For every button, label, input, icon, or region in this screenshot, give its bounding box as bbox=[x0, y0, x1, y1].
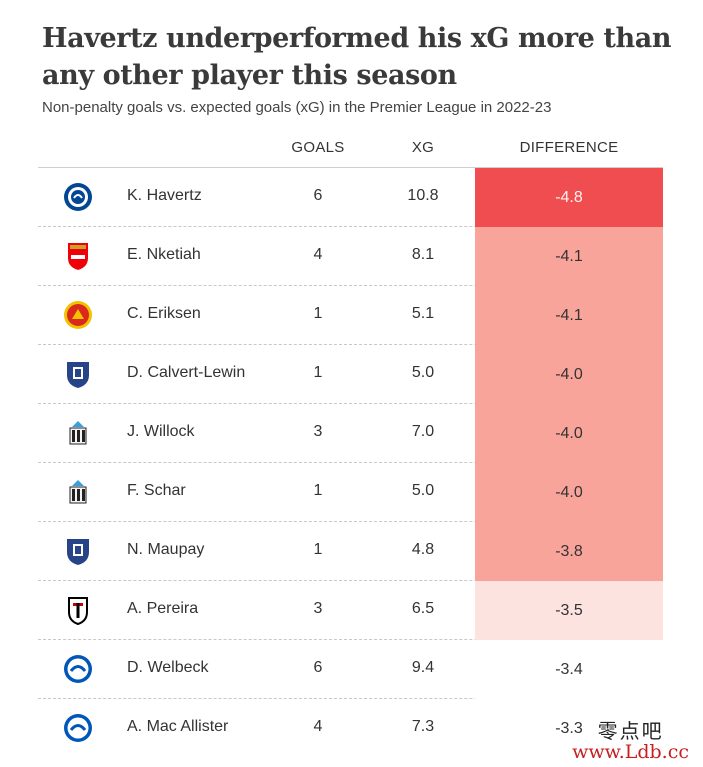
watermark-top: 零点吧 bbox=[597, 719, 664, 744]
difference-value: -4.0 bbox=[555, 365, 583, 383]
player-name: J. Willock bbox=[127, 423, 195, 440]
difference-cell: -3.5 bbox=[475, 581, 663, 640]
table-row: J. Willock 3 7.0 -4.0 bbox=[38, 404, 663, 463]
xg-value: 5.1 bbox=[411, 305, 435, 322]
table-row: A. Mac Allister 4 7.3 -3.3 bbox=[38, 699, 663, 758]
difference-cell: -4.0 bbox=[475, 463, 663, 522]
table-row: F. Schar 1 5.0 -4.0 bbox=[38, 463, 663, 522]
goals-value: 1 bbox=[313, 364, 323, 381]
goals-value: 1 bbox=[313, 305, 323, 322]
brighton-crest-icon bbox=[64, 714, 92, 742]
arsenal-crest-icon bbox=[68, 243, 88, 270]
difference-cell: -3.3 bbox=[475, 699, 663, 758]
table-row: D. Calvert-Lewin 1 5.0 -4.0 bbox=[38, 345, 663, 404]
goals-value: 4 bbox=[313, 718, 323, 735]
difference-cell: -4.0 bbox=[475, 404, 663, 463]
goals-value: 4 bbox=[313, 246, 323, 263]
goals-value: 6 bbox=[313, 659, 323, 676]
chart-subtitle: Non-penalty goals vs. expected goals (xG… bbox=[42, 99, 552, 116]
chart-title: Havertz underperformed his xG more than … bbox=[42, 23, 672, 91]
difference-cell: -4.0 bbox=[475, 345, 663, 404]
everton-crest-icon bbox=[67, 362, 89, 388]
difference-value: -4.0 bbox=[555, 424, 583, 442]
player-name: C. Eriksen bbox=[127, 305, 201, 322]
everton-crest-icon bbox=[67, 539, 89, 565]
player-name: F. Schar bbox=[127, 482, 186, 499]
table-row: D. Welbeck 6 9.4 -3.4 bbox=[38, 640, 663, 699]
xg-value: 7.3 bbox=[411, 718, 435, 735]
xg-value: 8.1 bbox=[411, 246, 435, 263]
difference-value: -3.8 bbox=[555, 542, 583, 560]
player-name: D. Calvert-Lewin bbox=[127, 364, 246, 381]
fulham-crest-icon bbox=[68, 597, 88, 626]
difference-cell: -3.8 bbox=[475, 522, 663, 581]
header-xg: XG bbox=[411, 139, 435, 156]
table-row: C. Eriksen 1 5.1 -4.1 bbox=[38, 286, 663, 345]
player-name: A. Pereira bbox=[127, 600, 199, 617]
xg-value: 6.5 bbox=[411, 600, 435, 617]
table-row: K. Havertz 6 10.8 -4.8 bbox=[38, 168, 663, 227]
table-row: E. Nketiah 4 8.1 -4.1 bbox=[38, 227, 663, 286]
difference-value: -3.4 bbox=[555, 660, 583, 678]
difference-cell: -4.1 bbox=[475, 286, 663, 345]
table-row: A. Pereira 3 6.5 -3.5 bbox=[38, 581, 663, 640]
difference-value: -4.1 bbox=[555, 306, 583, 324]
table-body: K. Havertz 6 10.8 -4.8 E. Nketiah 4 8.1 -4.1 C. … bbox=[38, 168, 663, 758]
goals-value: 3 bbox=[313, 423, 323, 440]
xg-value: 9.4 bbox=[411, 659, 435, 676]
difference-cell: -4.8 bbox=[475, 168, 663, 227]
newcastle-crest-icon bbox=[69, 480, 87, 504]
goals-value: 6 bbox=[313, 187, 323, 204]
goals-value: 3 bbox=[313, 600, 323, 617]
brighton-crest-icon bbox=[64, 655, 92, 683]
player-name: D. Welbeck bbox=[127, 659, 209, 676]
xg-value: 4.8 bbox=[411, 541, 435, 558]
player-name: A. Mac Allister bbox=[127, 718, 229, 735]
xg-table: GOALS XG DIFFERENCE K. Havertz 6 10.8 -4.8 E… bbox=[38, 130, 663, 758]
xg-value: 7.0 bbox=[411, 423, 435, 440]
difference-cell: -4.1 bbox=[475, 227, 663, 286]
xg-value: 5.0 bbox=[411, 482, 435, 499]
difference-value: -4.8 bbox=[555, 188, 583, 206]
header-goals: GOALS bbox=[291, 139, 345, 156]
player-name: N. Maupay bbox=[127, 541, 205, 558]
difference-value: -3.3 bbox=[555, 719, 583, 737]
xg-value: 10.8 bbox=[407, 187, 439, 204]
difference-value: -4.1 bbox=[555, 247, 583, 265]
chelsea-crest-icon bbox=[64, 183, 92, 211]
difference-value: -3.5 bbox=[555, 601, 583, 619]
man-utd-crest-icon bbox=[64, 301, 92, 329]
newcastle-crest-icon bbox=[69, 421, 87, 445]
goals-value: 1 bbox=[313, 541, 323, 558]
header-difference: DIFFERENCE bbox=[519, 139, 619, 156]
table-row: N. Maupay 1 4.8 -3.8 bbox=[38, 522, 663, 581]
difference-value: -4.0 bbox=[555, 483, 583, 501]
table-header: GOALS XG DIFFERENCE bbox=[38, 130, 663, 168]
difference-cell: -3.4 bbox=[475, 640, 663, 699]
watermark: 零点吧 www.Ldb.cc bbox=[572, 720, 689, 763]
player-name: K. Havertz bbox=[127, 187, 202, 204]
xg-value: 5.0 bbox=[411, 364, 435, 381]
goals-value: 1 bbox=[313, 482, 323, 499]
watermark-bottom: www.Ldb.cc bbox=[572, 741, 689, 764]
player-name: E. Nketiah bbox=[127, 246, 201, 263]
